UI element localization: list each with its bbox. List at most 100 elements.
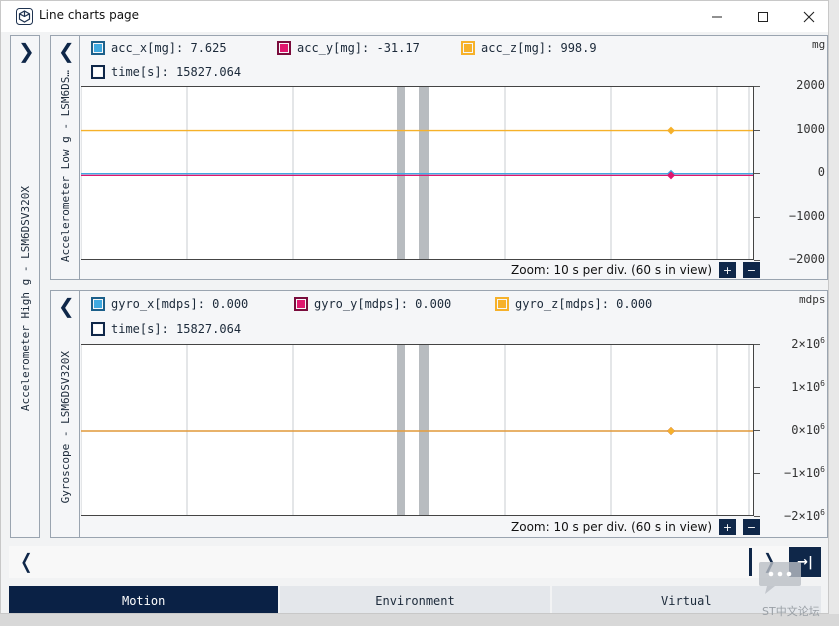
y-tick-mark: [754, 216, 760, 218]
y-tick-label: 2×106: [791, 336, 825, 351]
y-tick-label: −1×106: [784, 465, 825, 480]
legend-name: gyro_z[mdps]: [515, 297, 602, 311]
minimize-button[interactable]: [694, 1, 740, 32]
expand-panel-chevron-icon[interactable]: ❯: [18, 39, 35, 63]
collapsed-chart-panel: ❯ Accelerometer High g - LSM6DSV320X: [10, 35, 40, 538]
legend-swatch: [91, 297, 105, 311]
data-gap-block: [397, 345, 405, 515]
app-cube-icon: [16, 8, 33, 25]
gyroscope-chart-panel: ❮ Gyroscope - LSM6DSV320X gyro_x[mdps]: …: [50, 290, 828, 538]
legend-gyro-y[interactable]: gyro_y[mdps]: 0.000: [294, 297, 451, 311]
legend-swatch: [461, 41, 475, 55]
legend-value: 998.9: [560, 41, 597, 55]
chart-side-bar: [51, 36, 80, 279]
watermark-text: ST中文论坛: [762, 605, 820, 618]
legend-name: time[s]: [111, 65, 162, 79]
legend-name: gyro_x[mdps]: [111, 297, 198, 311]
minimize-icon: [712, 16, 722, 17]
plot-area[interactable]: [81, 344, 753, 516]
zoom-in-button[interactable]: +: [719, 262, 736, 278]
data-gap-block: [419, 87, 429, 259]
legend-name: time[s]: [111, 322, 162, 336]
line-charts-window: Line charts page ❯ Accelerometer High g …: [0, 0, 829, 614]
y-tick-label: −2×106: [784, 508, 825, 523]
zoom-bar: Zoom: 10 s per div. (60 s in view) + −: [511, 517, 760, 537]
zoom-text: Zoom: 10 s per div. (60 s in view): [511, 263, 712, 277]
y-tick-mark: [754, 260, 760, 261]
y-tick-mark: [754, 86, 760, 87]
y-tick-mark: [754, 430, 760, 431]
plot-area[interactable]: [81, 86, 753, 260]
legend-time[interactable]: time[s]: 15827.064: [91, 322, 241, 336]
legend-acc-x[interactable]: acc_x[mg]: 7.625: [91, 41, 227, 55]
legend-acc-y[interactable]: acc_y[mg]: -31.17: [277, 41, 420, 55]
background-window-bottom: [0, 614, 839, 626]
legend-value: 0.000: [212, 297, 249, 311]
legend-time[interactable]: time[s]: 15827.064: [91, 65, 241, 79]
zoom-out-button[interactable]: −: [743, 519, 760, 535]
legend-acc-z[interactable]: acc_z[mg]: 998.9: [461, 41, 597, 55]
accelerometer-plot-svg: [81, 87, 753, 259]
chart-side-bar: [51, 291, 80, 537]
plot-right-edge: [753, 86, 754, 260]
y-tick-label: −1000: [788, 208, 825, 223]
legend-value: 0.000: [616, 297, 653, 311]
y-tick-mark: [754, 473, 760, 474]
legend-value: 7.625: [190, 41, 227, 55]
title-bar: Line charts page: [1, 1, 828, 32]
y-tick-label: −2000: [788, 252, 825, 266]
legend-gyro-z[interactable]: gyro_z[mdps]: 0.000: [495, 297, 652, 311]
y-axis-unit: mdps: [799, 293, 826, 306]
legend-name: gyro_y[mdps]: [314, 297, 401, 311]
legend-swatch: [91, 322, 105, 336]
y-tick-label: 0×106: [791, 422, 825, 437]
legend-name: acc_z[mg]: [481, 41, 547, 55]
zoom-in-button[interactable]: +: [719, 519, 736, 535]
zoom-out-button[interactable]: −: [743, 262, 760, 278]
chart-scroll-bar[interactable]: ❬ ❭ →|: [9, 546, 821, 578]
close-button[interactable]: [786, 1, 828, 32]
maximize-button[interactable]: [740, 1, 786, 32]
zoom-bar: Zoom: 10 s per div. (60 s in view) + −: [511, 260, 760, 280]
y-tick-mark: [754, 344, 760, 345]
legend-value: 0.000: [415, 297, 452, 311]
tab-bar: Motion Environment Virtual: [9, 586, 821, 613]
data-gap-block: [419, 345, 429, 515]
y-tick-label: 1000: [796, 121, 825, 136]
tab-motion[interactable]: Motion: [9, 586, 281, 613]
chat-bubble-icon: [759, 562, 801, 594]
chart-sensor-label: Accelerometer Low g - LSM6DS…: [59, 70, 72, 263]
y-tick-mark: [754, 173, 760, 174]
zoom-text: Zoom: 10 s per div. (60 s in view): [511, 520, 712, 534]
window-title: Line charts page: [39, 8, 140, 22]
legend-gyro-x[interactable]: gyro_x[mdps]: 0.000: [91, 297, 248, 311]
y-tick-label: 2000: [796, 78, 825, 92]
series-marker-gyro_z[mdps]: [667, 427, 675, 435]
background-window-right: [829, 0, 839, 626]
chart-sensor-label: Gyroscope - LSM6DSV320X: [59, 351, 72, 504]
legend-swatch: [91, 41, 105, 55]
accelerometer-chart-panel: ❮ Accelerometer Low g - LSM6DS… acc_x[mg…: [50, 35, 828, 280]
maximize-icon: [758, 11, 768, 22]
collapse-chart-chevron-icon[interactable]: ❮: [58, 39, 75, 63]
gyroscope-plot-svg: [81, 345, 753, 515]
plot-right-edge: [753, 344, 754, 516]
tab-environment[interactable]: Environment: [280, 586, 552, 613]
data-gap-block: [397, 87, 405, 259]
legend-swatch: [294, 297, 308, 311]
scroll-left-chevron-icon[interactable]: ❬: [18, 549, 35, 573]
scroll-thumb[interactable]: [749, 548, 752, 576]
y-tick-mark: [754, 516, 760, 517]
legend-value: 15827.064: [176, 65, 242, 79]
collapsed-panel-label: Accelerometer High g - LSM6DSV320X: [19, 186, 32, 412]
legend-name: acc_x[mg]: [111, 41, 177, 55]
collapse-chart-chevron-icon[interactable]: ❮: [58, 294, 75, 318]
y-tick-label: 0: [817, 165, 825, 179]
y-tick-mark: [754, 129, 760, 131]
tab-virtual[interactable]: Virtual: [551, 586, 821, 613]
legend-swatch: [277, 41, 291, 55]
legend-value: 15827.064: [176, 322, 242, 336]
legend-swatch: [495, 297, 509, 311]
legend-name: acc_y[mg]: [297, 41, 363, 55]
series-marker-acc_z[mg]: [667, 126, 675, 135]
